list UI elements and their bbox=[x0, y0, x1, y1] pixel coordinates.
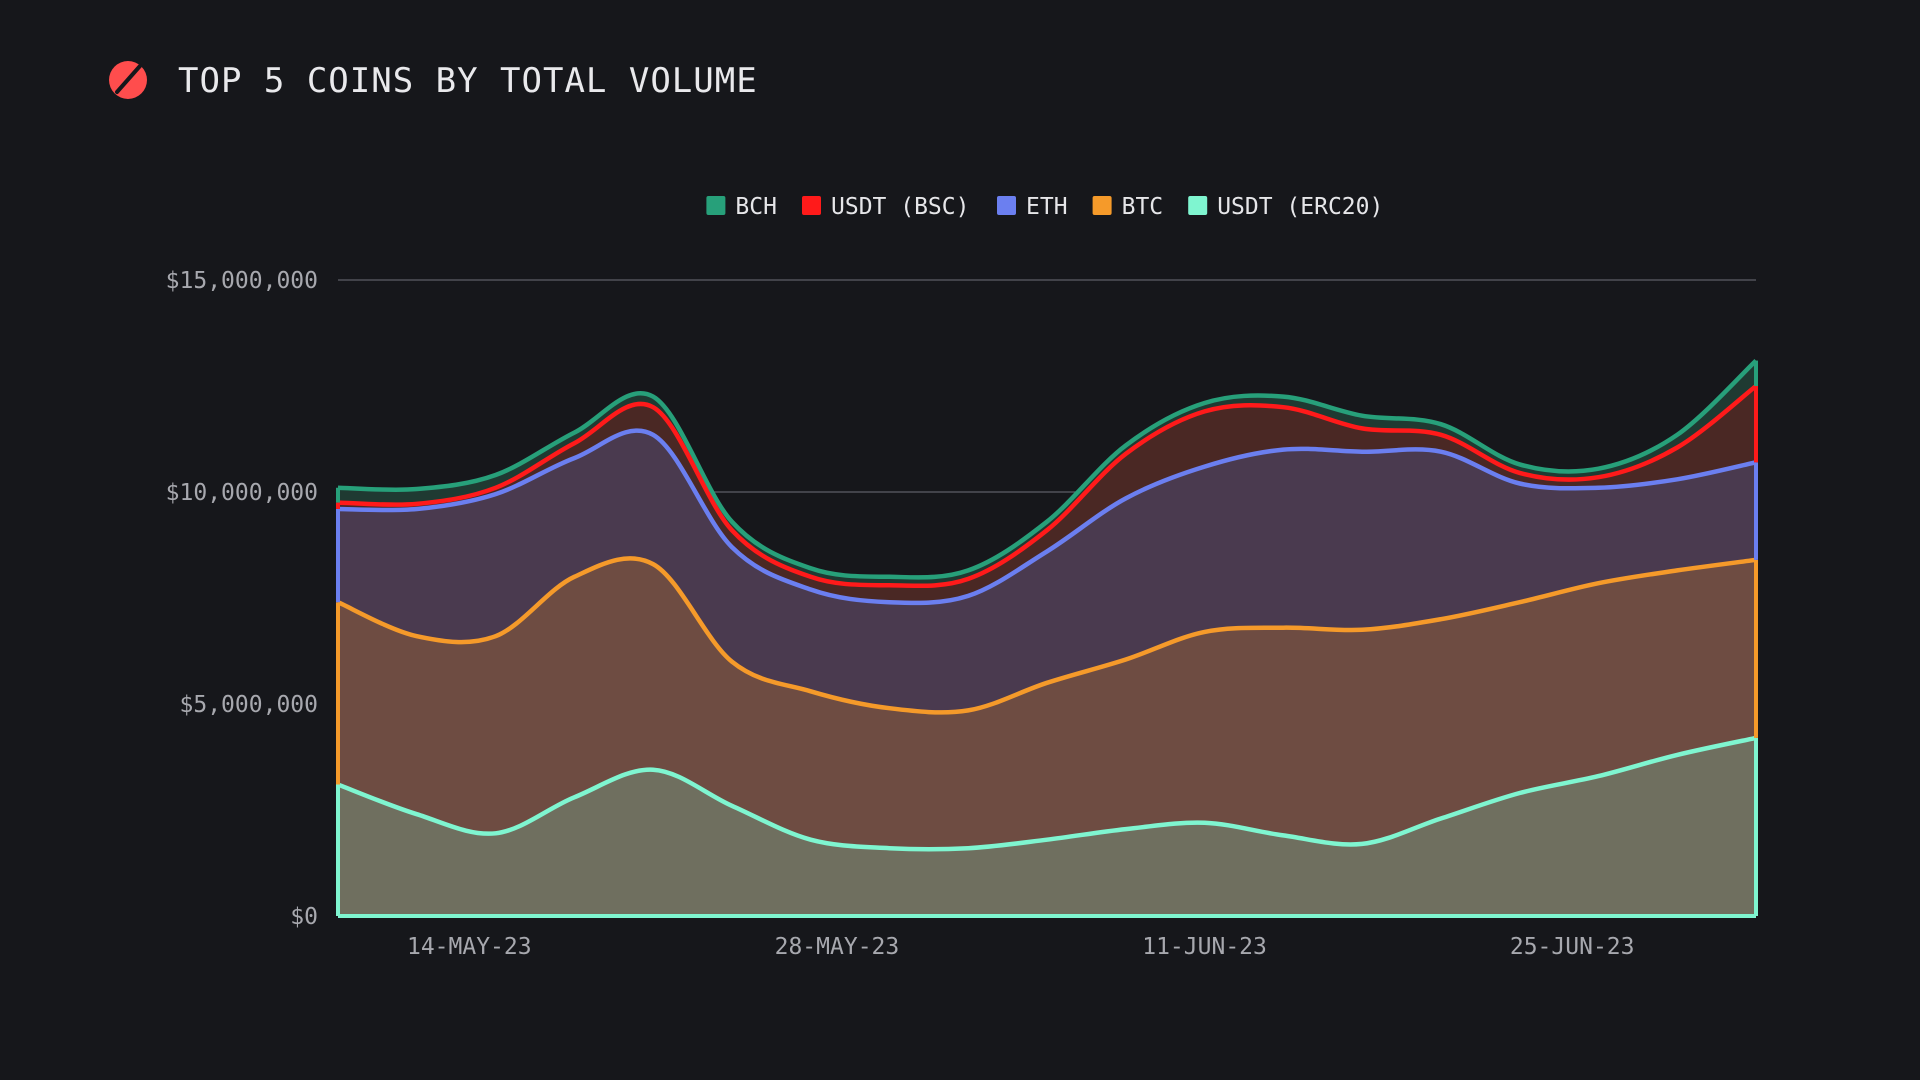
legend-label: USDT (BSC) bbox=[831, 194, 969, 220]
x-axis: 14-MAY-23 28-MAY-23 11-JUN-23 25-JUN-23 bbox=[407, 934, 1635, 960]
y-tick-label: $15,000,000 bbox=[166, 268, 318, 294]
y-tick-label: $5,000,000 bbox=[180, 692, 318, 718]
legend-swatch bbox=[1188, 196, 1208, 215]
y-tick-label: $0 bbox=[290, 904, 318, 930]
area-btc bbox=[338, 558, 1756, 850]
area-usdt-erc20 bbox=[338, 737, 1756, 916]
line-bch bbox=[337, 358, 1758, 580]
legend-swatch bbox=[997, 196, 1016, 215]
slashed-circle-icon bbox=[109, 61, 147, 99]
series-areas bbox=[338, 360, 1756, 916]
chart-title: TOP 5 COINS BY TOTAL VOLUME bbox=[178, 61, 758, 101]
legend-label: USDT (ERC20) bbox=[1217, 194, 1383, 220]
x-tick-label: 11-JUN-23 bbox=[1142, 934, 1267, 960]
line-usdt-bsc bbox=[337, 384, 1758, 589]
x-tick-label: 28-MAY-23 bbox=[775, 934, 900, 960]
line-usdt-erc20 bbox=[337, 735, 1757, 852]
series-lines bbox=[336, 358, 1758, 918]
legend-item-usdt-bsc[interactable]: USDT (BSC) bbox=[802, 194, 969, 220]
legend-item-btc[interactable]: BTC bbox=[1092, 194, 1164, 220]
legend-swatch bbox=[1092, 196, 1112, 215]
logo-slash bbox=[115, 64, 142, 94]
header: TOP 5 COINS BY TOTAL VOLUME bbox=[109, 61, 758, 101]
legend-swatch bbox=[802, 196, 821, 215]
line-eth bbox=[337, 428, 1757, 606]
area-usdt-bsc bbox=[338, 386, 1756, 603]
legend-item-usdt-erc20[interactable]: USDT (ERC20) bbox=[1188, 194, 1383, 220]
legend-label: ETH bbox=[1026, 194, 1068, 220]
legend: BCH USDT (BSC) ETH BTC USDT (ERC20) bbox=[706, 194, 1383, 220]
y-axis: $0 $5,000,000 $10,000,000 $15,000,000 bbox=[166, 268, 318, 930]
x-tick-label: 25-JUN-23 bbox=[1510, 934, 1635, 960]
legend-item-bch[interactable]: BCH bbox=[706, 194, 777, 220]
area-eth bbox=[338, 430, 1756, 713]
legend-label: BTC bbox=[1122, 194, 1164, 220]
legend-swatch bbox=[706, 196, 726, 215]
line-btc bbox=[337, 556, 1757, 715]
legend-item-eth[interactable]: ETH bbox=[997, 194, 1068, 220]
x-tick-label: 14-MAY-23 bbox=[407, 934, 532, 960]
y-tick-label: $10,000,000 bbox=[166, 480, 318, 506]
legend-label: BCH bbox=[735, 194, 777, 220]
